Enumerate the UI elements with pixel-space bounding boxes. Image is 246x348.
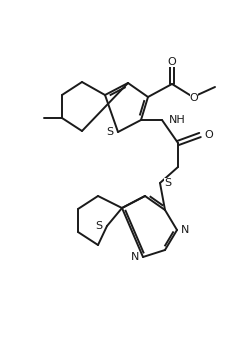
Text: S: S xyxy=(106,127,113,137)
Text: N: N xyxy=(181,225,189,235)
Text: N: N xyxy=(131,252,139,262)
Text: S: S xyxy=(95,221,102,231)
Text: S: S xyxy=(164,178,171,188)
Text: NH: NH xyxy=(169,115,186,125)
Text: O: O xyxy=(204,130,213,140)
Text: O: O xyxy=(168,57,176,67)
Text: O: O xyxy=(190,93,198,103)
